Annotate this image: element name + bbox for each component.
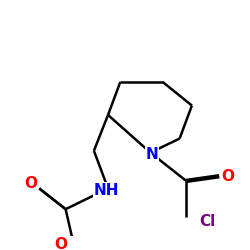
Text: O: O [54,236,68,250]
Text: Cl: Cl [199,214,215,229]
Text: O: O [221,169,234,184]
Text: N: N [146,147,159,162]
Text: NH: NH [94,183,119,198]
Text: O: O [24,176,37,191]
